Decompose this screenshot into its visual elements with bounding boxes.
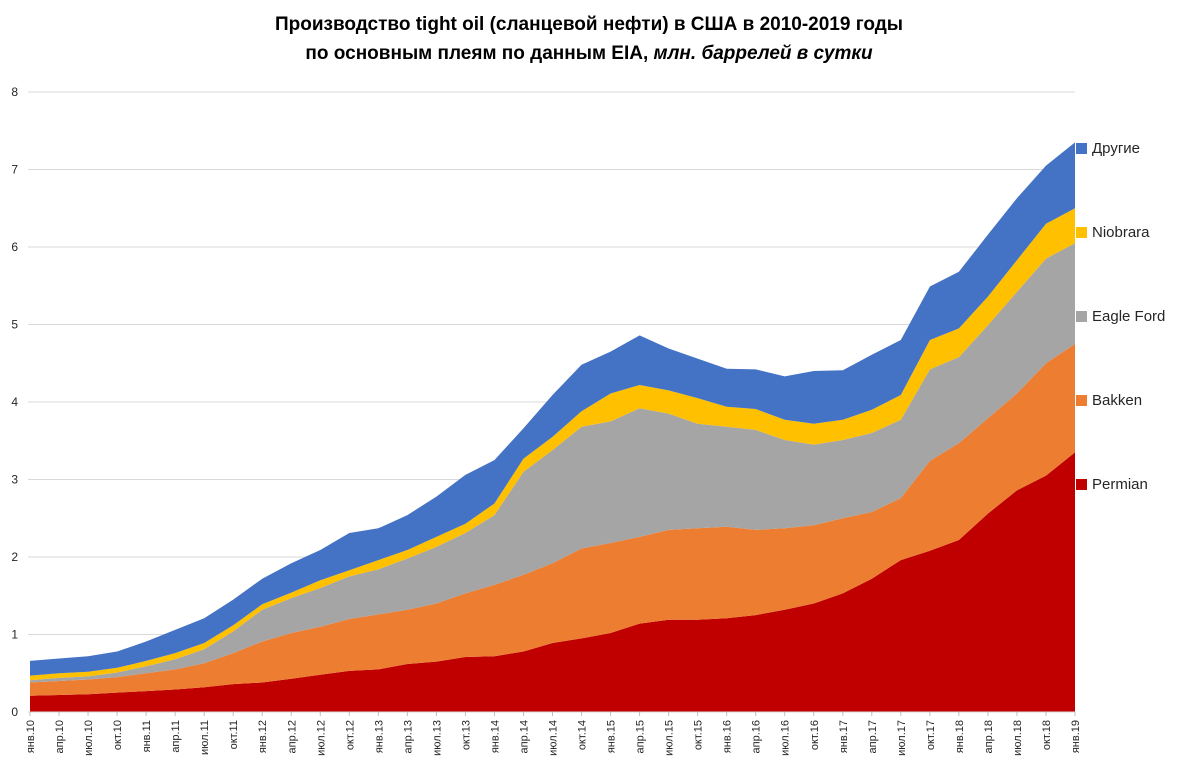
x-axis-tick-label: окт.12 (344, 720, 356, 750)
chart-title: Производство tight oil (сланцевой нефти)… (0, 10, 1178, 68)
legend-item-niobrara: Niobrara (1076, 223, 1150, 241)
x-axis-tick-label: окт.16 (809, 720, 821, 750)
y-axis-tick-label: 4 (11, 395, 18, 409)
x-axis-tick-label: апр.12 (286, 720, 298, 753)
x-axis-tick-label: июл.16 (780, 720, 792, 756)
x-axis-tick-label: июл.10 (83, 720, 95, 756)
legend-label: Eagle Ford (1092, 307, 1166, 325)
x-axis-tick-label: апр.10 (54, 720, 66, 753)
legend-item-bakken: Bakken (1076, 391, 1143, 409)
chart-subtitle-italic: млн. баррелей в сутки (653, 43, 873, 64)
x-axis-tick-label: янв.10 (25, 720, 37, 753)
x-axis-tick-label: окт.14 (577, 720, 589, 750)
y-axis-tick-label: 3 (11, 473, 18, 487)
x-axis-tick-label: окт.10 (112, 720, 124, 750)
chart-legend: Другие Niobrara Eagle Ford Bakken Permian (1076, 0, 1178, 772)
legend-item-permian: Permian (1076, 475, 1148, 493)
y-axis-tick-label: 8 (11, 85, 18, 99)
legend-label: Bakken (1092, 391, 1143, 409)
y-axis-tick-label: 0 (11, 705, 18, 719)
area-series-bakken (30, 343, 1075, 696)
legend-item-eagle-ford: Eagle Ford (1076, 307, 1166, 325)
x-axis-tick-label: апр.17 (867, 720, 879, 753)
legend-swatch-icon (1076, 478, 1087, 490)
x-axis-tick-label: янв.11 (141, 720, 153, 752)
chart-title-line2: по основным плеям по данным EIA, млн. ба… (0, 39, 1178, 68)
x-axis-tick-label: июл.17 (896, 720, 908, 756)
legend-item-другие: Другие (1076, 139, 1141, 157)
x-axis-tick-label: янв.17 (838, 720, 850, 753)
x-axis-tick-label: июл.18 (1012, 720, 1024, 756)
x-axis-tick-label: июл.15 (664, 720, 676, 756)
legend-swatch-icon (1076, 394, 1087, 406)
y-axis-tick-label: 2 (11, 550, 18, 564)
chart-subtitle-bold: по основным плеям по данным EIA, (305, 43, 654, 64)
area-series-permian (30, 452, 1075, 712)
area-series-niobrara (30, 208, 1075, 681)
x-axis-tick-label: янв.12 (257, 720, 269, 753)
x-axis-tick-label: апр.13 (402, 720, 414, 753)
x-axis-tick-label: янв.15 (606, 720, 618, 753)
x-axis-tick-label: окт.11 (228, 720, 240, 749)
y-axis-tick-label: 6 (11, 240, 18, 254)
area-series-eagle-ford (30, 243, 1075, 683)
x-axis-tick-label: июл.13 (431, 720, 443, 756)
x-axis-tick-label: июл.12 (315, 720, 327, 756)
x-axis-tick-label: окт.13 (460, 720, 472, 750)
legend-swatch-icon (1076, 310, 1087, 322)
x-axis-tick-label: янв.13 (373, 720, 385, 753)
x-axis-tick-label: апр.16 (751, 720, 763, 753)
legend-label: Permian (1092, 475, 1148, 493)
legend-label: Другие (1092, 139, 1141, 157)
y-axis-tick-label: 5 (11, 318, 18, 332)
x-axis-tick-label: июл.11 (199, 720, 211, 755)
y-axis-tick-label: 1 (11, 628, 18, 642)
area-series-другие (30, 142, 1075, 676)
x-axis-tick-label: апр.14 (518, 720, 530, 753)
x-axis-tick-label: янв.18 (954, 720, 966, 753)
x-axis-tick-label: янв.16 (722, 720, 734, 753)
chart-title-line1: Производство tight oil (сланцевой нефти)… (274, 14, 904, 35)
y-axis-tick-label: 7 (11, 163, 18, 177)
x-axis-tick-label: окт.17 (925, 720, 937, 750)
x-axis-tick-label: янв.14 (489, 720, 501, 753)
legend-swatch-icon (1076, 142, 1087, 154)
x-axis-tick-label: апр.15 (635, 720, 647, 753)
legend-label: Niobrara (1092, 223, 1150, 241)
x-axis-tick-label: окт.15 (693, 720, 705, 750)
x-axis-tick-label: апр.18 (983, 720, 995, 753)
legend-swatch-icon (1076, 226, 1087, 238)
x-axis-tick-label: июл.14 (548, 720, 560, 756)
x-axis-tick-label: янв.19 (1070, 720, 1082, 753)
x-axis-tick-label: апр.11 (170, 720, 182, 753)
x-axis-tick-label: окт.18 (1041, 720, 1053, 750)
